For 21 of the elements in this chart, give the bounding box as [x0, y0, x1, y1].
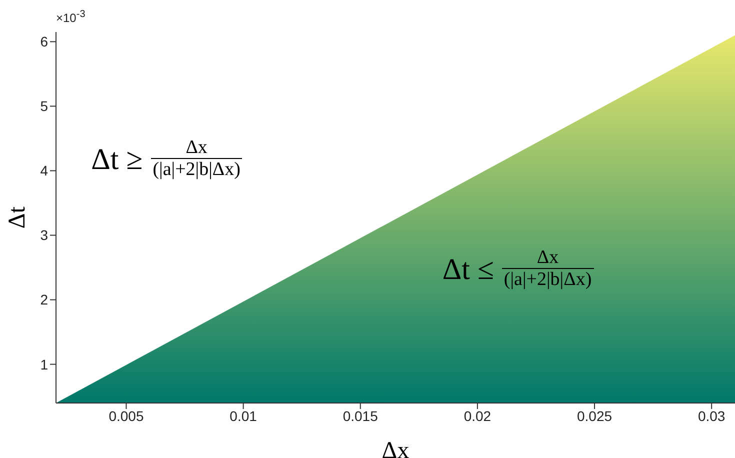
x-tick-label: 0.005 [108, 408, 144, 424]
annotation: Δx [536, 247, 559, 268]
x-tick-label: 0.03 [698, 408, 726, 424]
annotation: Δx [186, 137, 208, 158]
y-axis-title: Δt [4, 206, 31, 229]
y-tick-label: 6 [40, 34, 48, 50]
annotation: (|a|+2|b|Δx) [150, 158, 242, 182]
x-tick-label: 0.015 [342, 408, 378, 424]
y-tick-label: 5 [40, 98, 48, 114]
y-tick-label: 3 [40, 227, 48, 244]
x-axis-title: Δx [382, 438, 410, 458]
annotation: Δt ≥ [91, 142, 143, 177]
text: ×10$^{-3}$ [56, 9, 86, 25]
annotation: Δt ≤ [442, 252, 494, 287]
y-tick-label: 1 [40, 356, 48, 372]
annotation: (|a|+2|b|Δx) [502, 268, 594, 292]
y-tick-label: 4 [40, 162, 48, 179]
x-tick-label: 0.02 [464, 408, 492, 424]
x-tick-label: 0.025 [576, 408, 612, 424]
x-tick-label: 0.01 [230, 408, 258, 424]
y-tick-label: 2 [40, 292, 48, 308]
